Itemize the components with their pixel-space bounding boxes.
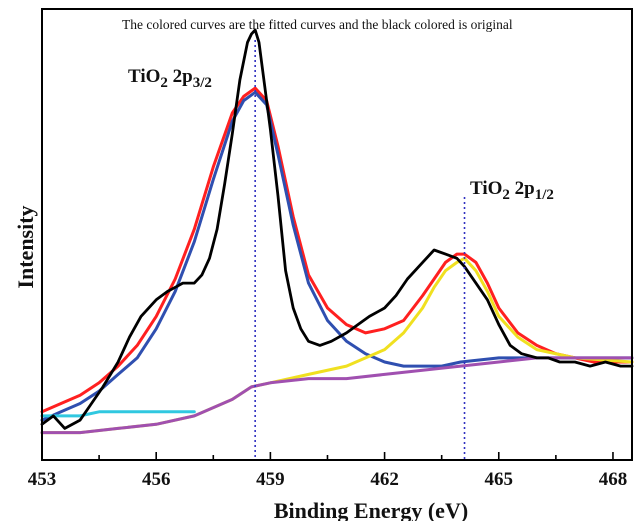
peak-label-1: TiO2 2p1/2 <box>470 178 554 203</box>
series-line-4 <box>40 356 634 435</box>
chart-annotation: The colored curves are the fitted curves… <box>122 17 513 32</box>
x-tick-label: 459 <box>256 469 285 490</box>
peak-guides <box>254 40 466 460</box>
series-line-5 <box>40 410 196 418</box>
peak-labels: TiO2 2p3/2 TiO2 2p1/2 <box>128 66 554 203</box>
plot-frame <box>41 8 633 461</box>
x-axis-title: Binding Energy (eV) <box>274 498 468 521</box>
x-tick-label: 453 <box>28 469 57 490</box>
x-tick-label: 456 <box>142 469 171 490</box>
series-line-2 <box>40 90 634 422</box>
x-tick-label: 465 <box>485 469 514 490</box>
x-axis: 453 456 459 462 465 468 <box>28 452 627 490</box>
series-line-3 <box>40 256 634 435</box>
series-line-0 <box>40 28 634 430</box>
series-layer <box>40 28 634 435</box>
y-axis-title: Intensity <box>13 205 38 288</box>
series-line-1 <box>40 86 634 414</box>
x-tick-label: 468 <box>599 469 628 490</box>
x-tick-label: 462 <box>370 469 399 490</box>
peak-label-0: TiO2 2p3/2 <box>128 66 212 91</box>
